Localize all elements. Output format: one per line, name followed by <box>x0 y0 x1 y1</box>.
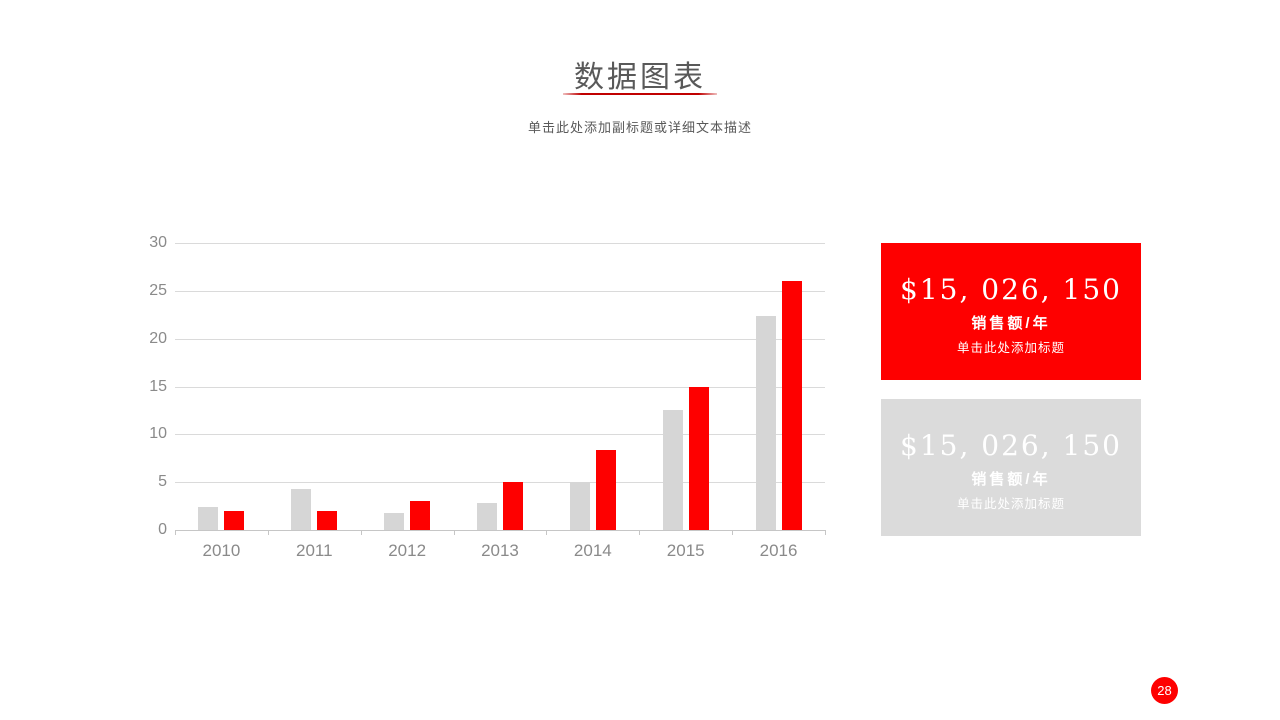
stat-unit: 销售额/年 <box>971 471 1051 488</box>
gridline-y20 <box>175 338 825 340</box>
y-axis-tick-label: 0 <box>158 521 167 538</box>
bar-2011-series-red <box>317 510 338 530</box>
bar-2015-series-gray <box>662 410 683 530</box>
x-axis-category-label: 2012 <box>388 541 427 560</box>
y-axis-tick-label: 10 <box>149 425 167 443</box>
x-axis-tick <box>360 530 362 535</box>
x-axis-tick <box>267 530 269 535</box>
x-axis-category-label: 2015 <box>666 541 705 560</box>
stat-card-primary: $15, 026, 150 销售额/年 单击此处添加标题 <box>881 243 1141 380</box>
x-axis-tick <box>546 530 548 535</box>
gridline-y30 <box>175 243 825 244</box>
stat-caption: 单击此处添加标题 <box>956 497 1065 511</box>
bar-2010-series-red <box>224 510 245 530</box>
gridline-y25 <box>175 290 825 292</box>
y-axis-tick-label: 20 <box>149 329 167 347</box>
stat-caption: 单击此处添加标题 <box>956 341 1065 355</box>
slide-subtitle: 单击此处添加副标题或详细文本描述 <box>527 120 752 135</box>
bar-2016-series-red <box>781 281 802 530</box>
x-axis-category-label: 2010 <box>202 541 241 560</box>
stat-amount: $15, 026, 150 <box>900 273 1122 306</box>
bar-2010-series-gray <box>198 507 219 530</box>
bar-2013-series-red <box>503 482 523 530</box>
bar-chart: 0 5 10 15 20 25 30 2010 2011 2012 2013 2014 2015 2016 <box>149 234 826 560</box>
bar-2014-series-red <box>595 449 616 530</box>
x-axis-tick <box>453 530 455 535</box>
x-axis-tick <box>732 530 734 535</box>
page-number-badge: 28 <box>1151 677 1178 704</box>
bar-2012-series-red <box>410 501 431 530</box>
bar-2011-series-gray <box>291 488 312 530</box>
bar-2013-series-gray <box>477 503 497 530</box>
x-axis-tick <box>825 530 826 535</box>
bar-2012-series-gray <box>384 512 405 530</box>
stat-unit: 销售额/年 <box>971 315 1051 332</box>
x-axis-category-label: 2013 <box>481 541 519 560</box>
x-axis-line <box>175 530 825 531</box>
gridline-y15 <box>175 386 825 388</box>
slide-title: 数据图表 <box>574 60 706 95</box>
title-underline <box>563 93 717 95</box>
stat-amount: $15, 026, 150 <box>900 429 1122 462</box>
x-axis-tick <box>175 530 176 535</box>
y-axis-tick-label: 30 <box>149 234 167 251</box>
bar-2016-series-gray <box>755 315 776 530</box>
gridline-y10 <box>175 434 825 436</box>
bar-2015-series-red <box>688 386 709 530</box>
y-axis-tick-label: 25 <box>149 281 167 299</box>
stat-card-secondary: $15, 026, 150 销售额/年 单击此处添加标题 <box>881 399 1141 536</box>
y-axis-tick-label: 15 <box>149 377 167 395</box>
x-axis-category-label: 2011 <box>295 541 333 560</box>
x-axis-category-label: 2016 <box>759 541 798 560</box>
bar-2014-series-gray <box>569 482 590 530</box>
x-axis-category-label: 2014 <box>573 541 612 560</box>
x-axis-tick <box>639 530 641 535</box>
gridline-y5 <box>175 482 825 484</box>
y-axis-tick-label: 5 <box>158 473 167 491</box>
